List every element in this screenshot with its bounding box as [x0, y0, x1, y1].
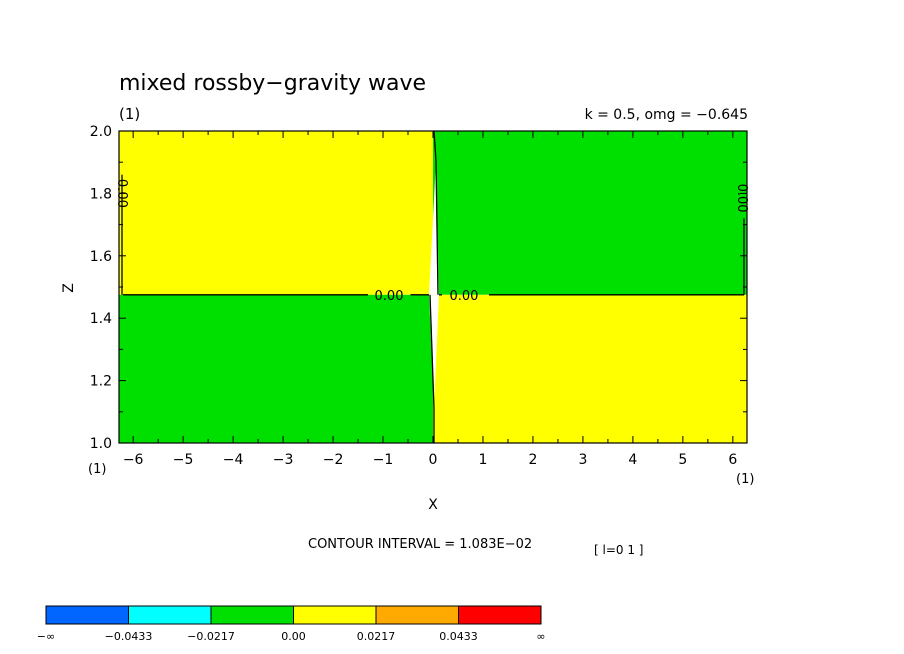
colorbar-swatch-1 — [128, 605, 212, 625]
y-tick-label-3: 1.6 — [90, 249, 112, 265]
x-tick-label-6: 0 — [429, 452, 438, 468]
params-label: k = 0.5, omg = −0.645 — [585, 107, 748, 123]
contour-vertical-top — [433, 130, 437, 162]
colorbar-label-0: −∞ — [37, 630, 55, 643]
colorbar-swatch-2 — [210, 605, 294, 625]
contour-label-1: 0.00 — [450, 289, 479, 304]
x-tick-label-4: −2 — [323, 452, 344, 468]
colorbar-label-3: 0.00 — [281, 630, 306, 643]
colorbar: −∞ −0.0433 −0.0217 0.00 0.0217 0.0433 ∞ — [37, 605, 546, 643]
colorbar-label-6: ∞ — [536, 630, 545, 643]
x-tick-label-2: −4 — [223, 452, 244, 468]
region-2 — [119, 294, 433, 443]
contour-vertical-upper — [435, 160, 439, 295]
x-tick-label-0: −6 — [123, 452, 144, 468]
contour-interval-label: CONTOUR INTERVAL = 1.083E−02 — [308, 537, 532, 552]
index-label: [ l=0 1 ] — [594, 543, 643, 557]
colorbar-swatch-0 — [45, 605, 129, 625]
x-tick-label-12: 6 — [728, 452, 737, 468]
contour-vertical-lower — [429, 294, 435, 409]
colorbar-swatch-3 — [293, 605, 377, 625]
contour-lines — [121, 130, 745, 443]
y-tick-labels: 1.0 1.2 1.4 1.6 1.8 2.0 — [90, 124, 112, 452]
contour-label-3: 0.00 — [734, 184, 749, 213]
y-tick-label-1: 1.2 — [90, 374, 112, 390]
y-tick-label-0: 1.0 — [90, 436, 112, 452]
chart-title: mixed rossby−gravity wave — [119, 71, 426, 96]
x-tick-label-9: 3 — [578, 452, 587, 468]
panel-label: (1) — [119, 105, 140, 123]
y-tick-label-2: 1.4 — [90, 311, 112, 327]
x-corner-left-label: (1) — [88, 462, 106, 477]
colorbar-label-2: −0.0217 — [187, 630, 235, 643]
x-tick-label-3: −3 — [273, 452, 294, 468]
x-tick-label-10: 4 — [628, 452, 637, 468]
y-tick-label-4: 1.8 — [90, 186, 112, 202]
region-3 — [433, 294, 747, 443]
x-axis-label: X — [428, 497, 438, 513]
region-1 — [433, 131, 747, 295]
colorbar-swatch-5 — [458, 605, 542, 625]
axis-ticks — [119, 130, 747, 444]
contour-label-0: 0.00 — [375, 289, 404, 304]
region-0 — [119, 131, 433, 295]
x-corner-right-label: (1) — [736, 472, 754, 487]
y-axis-label: Z — [61, 283, 77, 293]
x-tick-label-8: 2 — [528, 452, 537, 468]
colorbar-label-4: 0.0217 — [357, 630, 396, 643]
colorbar-swatch-4 — [375, 605, 459, 625]
x-tick-labels: −6 −5 −4 −3 −2 −1 0 1 2 3 4 5 6 — [123, 452, 738, 468]
y-tick-label-5: 2.0 — [90, 124, 112, 140]
x-tick-label-7: 1 — [479, 452, 488, 468]
x-tick-label-5: −1 — [373, 452, 394, 468]
x-tick-label-11: 5 — [678, 452, 687, 468]
colorbar-label-5: 0.0433 — [439, 630, 478, 643]
colorbar-label-1: −0.0433 — [105, 630, 153, 643]
filled-regions — [119, 131, 747, 443]
x-tick-label-1: −5 — [173, 452, 194, 468]
